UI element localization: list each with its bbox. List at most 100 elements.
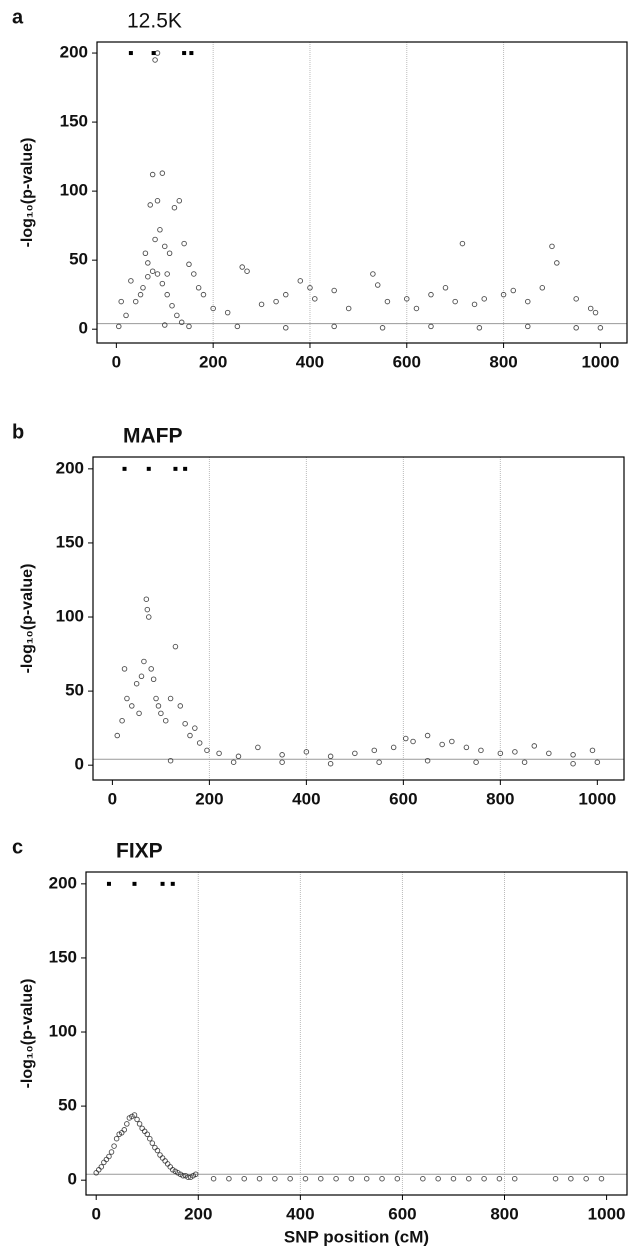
x-tick-label: 800 [489,352,517,371]
y-tick-label: 50 [65,681,84,700]
point [307,285,313,291]
point [459,240,466,247]
plot-frame [92,456,625,781]
point [594,759,601,765]
point [157,1152,163,1158]
y-tick-label: 50 [58,1096,77,1115]
plot-frame [85,871,628,1196]
marker [189,51,194,56]
x-tick-label: 800 [490,1204,518,1223]
point [531,743,538,749]
point [283,291,289,298]
point [481,296,487,302]
point [141,658,147,665]
point [478,747,484,754]
point [549,243,555,250]
point [216,750,222,757]
point [235,753,242,760]
x-tick-label: 1000 [578,789,616,808]
point [152,57,158,63]
point [331,287,337,294]
point [146,614,152,620]
point [384,298,391,305]
point [116,323,122,330]
point [327,760,334,767]
point [511,1175,518,1182]
point [463,744,470,751]
point [379,1175,385,1182]
point [143,596,150,602]
point [435,1175,441,1182]
point [192,1171,199,1178]
point [195,285,202,291]
point [157,227,163,233]
point [592,309,599,316]
point [370,271,376,277]
point [348,1175,355,1182]
point [124,695,130,702]
chart-title: 12.5K [127,10,182,33]
panel-label: c [12,836,23,858]
point [118,298,124,305]
point [230,759,237,765]
y-tick-label: 0 [75,755,84,774]
point [152,236,158,243]
point [181,240,187,247]
point [598,1175,605,1182]
point [152,1144,158,1151]
point [186,261,192,268]
marker [128,51,133,56]
point [129,703,135,709]
point [587,305,594,312]
point [554,260,560,266]
y-tick-label: 100 [56,607,84,626]
point [158,710,164,717]
point [258,301,265,308]
point [103,1156,110,1163]
point [449,738,455,745]
point [428,323,434,330]
point [424,757,431,764]
point [101,1159,107,1166]
point [525,323,531,330]
point [178,319,185,326]
point [302,1175,309,1182]
marker [106,881,111,886]
x-tick-label: 400 [292,789,320,808]
point [279,759,285,765]
x-tick-label: 0 [108,789,117,808]
point [597,325,604,331]
point [224,309,231,316]
marker [183,466,188,471]
point [141,1128,148,1135]
point [371,747,378,754]
point [145,273,151,280]
point [171,204,178,211]
point [413,305,420,312]
point [124,1121,130,1127]
point [410,738,416,745]
point [196,740,203,746]
point [497,750,504,757]
point [159,1155,166,1161]
point [420,1175,426,1182]
point [279,752,285,758]
point [297,278,304,284]
x-tick-label: 800 [486,789,514,808]
point [473,759,479,765]
point [428,291,434,298]
point [404,296,410,302]
point [134,1116,140,1123]
point [182,720,188,727]
point [318,1175,324,1182]
point [287,1175,293,1182]
marker [182,51,187,56]
x-tick-label: 200 [199,352,227,371]
plot-frame [96,41,628,344]
point [424,732,431,739]
point [525,298,531,305]
chart-title: FIXP [116,840,163,863]
point [589,747,596,754]
x-tick-label: 1000 [581,352,619,371]
